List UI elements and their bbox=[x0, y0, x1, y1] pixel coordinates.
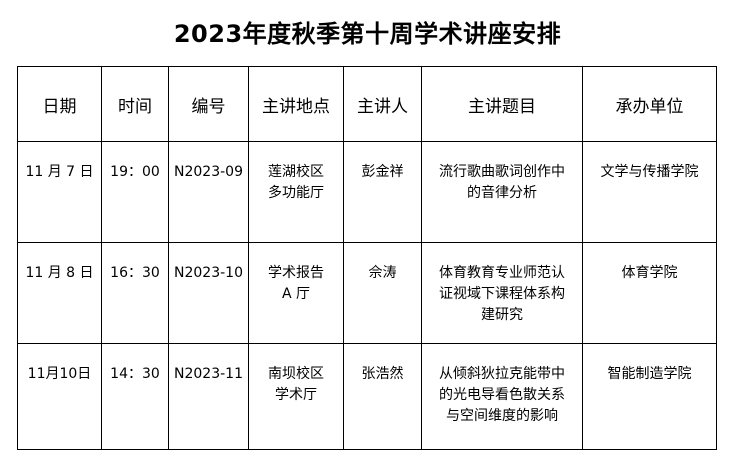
header-venue: 主讲地点 bbox=[248, 66, 344, 142]
header-organizer: 承办单位 bbox=[582, 66, 717, 142]
venue-cell: 学术报告 A 厅 bbox=[248, 242, 344, 344]
table-row: 11月10日 14：30 N2023-11 南坝校区学术厅 张浩然 从倾斜狄拉克… bbox=[17, 343, 717, 450]
header-row: 日期 时间 编号 主讲地点 主讲人 主讲题目 承办单位 bbox=[17, 66, 717, 142]
topic-line: 流行歌曲歌词创作中 bbox=[439, 164, 565, 180]
header-time: 时间 bbox=[101, 66, 169, 142]
organizer-cell: 体育学院 bbox=[582, 242, 717, 344]
organizer-cell: 文学与传播学院 bbox=[582, 141, 717, 243]
venue-line: 学术报告 bbox=[268, 265, 324, 281]
header-date: 日期 bbox=[17, 66, 102, 142]
organizer-cell: 智能制造学院 bbox=[582, 343, 717, 450]
header-code: 编号 bbox=[168, 66, 249, 142]
topic-line: 的音律分析 bbox=[467, 185, 537, 201]
page-title: 2023年度秋季第十周学术讲座安排 bbox=[173, 20, 562, 48]
venue-line: 莲湖校区 bbox=[268, 164, 324, 180]
header-topic: 主讲题目 bbox=[421, 66, 583, 142]
venue-line: 学术厅 bbox=[275, 387, 317, 403]
time-cell: 16：30 bbox=[101, 242, 169, 344]
topic-line: 与空间维度的影响 bbox=[446, 408, 558, 424]
topic-line: 建研究 bbox=[481, 307, 523, 323]
date-cell: 11月10日 bbox=[17, 343, 102, 450]
topic-line: 的光电导看色散关系 bbox=[439, 387, 565, 403]
venue-cell: 莲湖校区 多功能厅 bbox=[248, 141, 344, 243]
code-cell: N2023-10 bbox=[168, 242, 249, 344]
speaker-cell: 张浩然 bbox=[343, 343, 422, 450]
topic-line: 从倾斜狄拉克能带中 bbox=[439, 366, 565, 382]
lecture-schedule-table: 日期 时间 编号 主讲地点 主讲人 主讲题目 承办单位 11 月 7 日 19：… bbox=[17, 66, 717, 450]
header-speaker: 主讲人 bbox=[343, 66, 422, 142]
speaker-cell: 佘涛 bbox=[343, 242, 422, 344]
code-cell: N2023-09 bbox=[168, 141, 249, 243]
venue-line: 南坝校区 bbox=[268, 366, 324, 382]
venue-line: A 厅 bbox=[281, 286, 311, 302]
table-row: 11 月 7 日 19：00 N2023-09 莲湖校区多功能厅 彭金祥 流行歌… bbox=[17, 141, 717, 243]
speaker-cell: 彭金祥 bbox=[343, 141, 422, 243]
time-cell: 19：00 bbox=[101, 141, 169, 243]
topic-line: 体育教育专业师范认 bbox=[439, 265, 565, 281]
date-cell: 11 月 7 日 bbox=[17, 141, 102, 243]
time-cell: 14：30 bbox=[101, 343, 169, 450]
topic-line: 证视域下课程体系构 bbox=[439, 286, 565, 302]
venue-cell: 南坝校区 学术厅 bbox=[248, 343, 344, 450]
topic-cell: 流行歌曲歌词创作中 的音律分析 bbox=[421, 141, 583, 243]
venue-line: 多功能厅 bbox=[268, 185, 324, 201]
date-cell: 11 月 8 日 bbox=[17, 242, 102, 344]
topic-cell: 体育教育专业师范认 证视域下课程体系构 建研究 bbox=[421, 242, 583, 344]
code-cell: N2023-11 bbox=[168, 343, 249, 450]
table-row: 11 月 8 日 16：30 N2023-10 学术报告 A 厅 佘涛 体育教育专… bbox=[17, 242, 717, 344]
topic-cell: 从倾斜狄拉克能带中 的光电导看色散关系 与空间维度的影响 bbox=[421, 343, 583, 450]
